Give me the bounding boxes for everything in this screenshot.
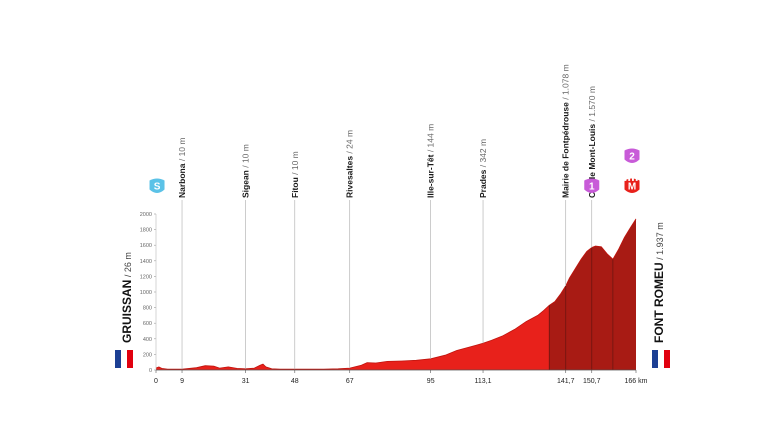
start-flag-icon-red: [127, 350, 133, 368]
waypoint-altitude: / 10 m: [241, 144, 251, 170]
climb-marker-1-shape: [584, 178, 600, 193]
waypoint-guides-layer: [181, 200, 614, 370]
finish-marker-check-0: [624, 178, 627, 181]
climb-marker-1-label: 1: [589, 182, 595, 193]
y-tick-label-10: 2000: [140, 212, 152, 218]
waypoint-label-8: Col de Mont-Louis / 1.570 m: [587, 86, 597, 198]
y-tick-label-1: 200: [143, 352, 152, 358]
waypoint-label-3: Fitou / 10 m: [290, 151, 300, 198]
y-tick-label-4: 800: [143, 306, 152, 312]
waypoint-label-6: Prades / 342 m: [478, 139, 488, 198]
finish-label: FONT ROMEU / 1.937 m: [652, 222, 666, 343]
profile-area-layer: [155, 218, 637, 370]
profile-segment-1: [156, 305, 550, 370]
climb-marker-2: 2: [624, 148, 640, 163]
waypoint-name: Rivesaltes: [345, 156, 355, 198]
finish-marker-check-2: [632, 178, 634, 181]
y-tick-label-2: 400: [143, 337, 152, 343]
y-axis-layer: 0 200 400 600 800 1000 1200 1400 1600 1800 2000: [140, 212, 157, 374]
y-tick-label-3: 600: [143, 321, 152, 327]
waypoint-name: Sigean: [241, 170, 251, 198]
x-axis-layer: 0 9 31 48 67 95 113,1 141,7 150,7 166 km: [154, 369, 648, 385]
start-flag-icon-white: [121, 350, 127, 368]
x-tick-label-5: 95: [427, 378, 435, 385]
finish-marker-check-1: [628, 178, 631, 181]
waypoint-label-2: Sigean / 10 m: [241, 144, 251, 198]
start-flag-icon-blue: [115, 350, 121, 368]
finish-flag-icon-white: [658, 350, 664, 368]
x-tick-label-2: 31: [242, 378, 250, 385]
finish-flag-icon-red: [664, 350, 670, 368]
x-tick-label-9: 166 km: [625, 378, 648, 385]
y-tick-label-0: 0: [149, 368, 152, 374]
finish-marker-shape: [624, 178, 640, 193]
x-tick-label-3: 48: [291, 378, 299, 385]
waypoint-altitude: / 24 m: [345, 130, 355, 156]
finish-marker-check-3: [635, 178, 638, 181]
x-tick-label-4: 67: [346, 378, 354, 385]
sprint-marker-label: S: [154, 182, 161, 193]
waypoint-name: Prades: [478, 169, 488, 198]
x-tick-label-0: 0: [154, 378, 158, 385]
start-name: GRUISSAN: [120, 280, 134, 343]
waypoint-label-5: Ille-sur-Têt / 144 m: [426, 124, 436, 198]
y-tick-label-5: 1000: [140, 290, 152, 296]
finish-flag-icon-blue: [652, 350, 658, 368]
waypoint-altitude: / 144 m: [426, 124, 436, 155]
finish-name: FONT ROMEU: [652, 262, 666, 343]
start-altitude: / 26 m: [123, 252, 133, 280]
waypoint-label-4: Rivesaltes / 24 m: [345, 130, 355, 198]
y-tick-label-8: 1600: [140, 243, 152, 249]
climb-marker-2-shape: [624, 148, 640, 163]
waypoint-name: Col de Mont-Louis: [587, 124, 597, 198]
finish-marker-label: M: [628, 182, 636, 193]
markers-layer: S 1 2 M: [149, 148, 640, 193]
profile-segment-2: [549, 218, 636, 370]
finish-flag-icon: [652, 350, 670, 368]
x-tick-label-1: 9: [180, 378, 184, 385]
waypoint-name: Fitou: [290, 177, 300, 198]
profile-outline: [155, 218, 637, 370]
start-label: GRUISSAN / 26 m: [120, 252, 134, 343]
waypoint-altitude: / 342 m: [478, 139, 488, 170]
finish-marker: M: [624, 178, 640, 193]
waypoint-name: Narbona: [177, 163, 187, 198]
climb-marker-2-label: 2: [629, 152, 635, 163]
finish-altitude: / 1.937 m: [655, 222, 665, 262]
waypoint-name: Ille-sur-Têt: [426, 154, 436, 198]
waypoint-label-7: Mairie de Fontpédrouse / 1.078 m: [561, 64, 571, 198]
waypoint-altitude: / 1.570 m: [587, 86, 597, 124]
y-tick-label-7: 1400: [140, 259, 152, 265]
y-tick-label-9: 1800: [140, 228, 152, 234]
climb-marker-1: 1: [584, 178, 600, 193]
x-tick-label-8: 150,7: [583, 378, 601, 385]
waypoint-altitude: / 1.078 m: [561, 64, 571, 102]
sprint-marker: S: [149, 178, 165, 193]
start-flag-icon: [115, 350, 133, 368]
x-tick-label-6: 113,1: [475, 378, 492, 385]
waypoint-altitude: / 10 m: [177, 138, 187, 164]
sprint-marker-shape: [149, 178, 165, 193]
x-tick-label-7: 141,7: [557, 378, 575, 385]
waypoint-name: Mairie de Fontpédrouse: [561, 102, 571, 198]
y-tick-label-6: 1200: [140, 274, 152, 280]
start-finish-layer: GRUISSAN / 26 m FONT ROMEU / 1.937 m: [115, 222, 670, 368]
waypoint-label-1: Narbona / 10 m: [177, 138, 187, 198]
waypoint-altitude: / 10 m: [290, 151, 300, 177]
